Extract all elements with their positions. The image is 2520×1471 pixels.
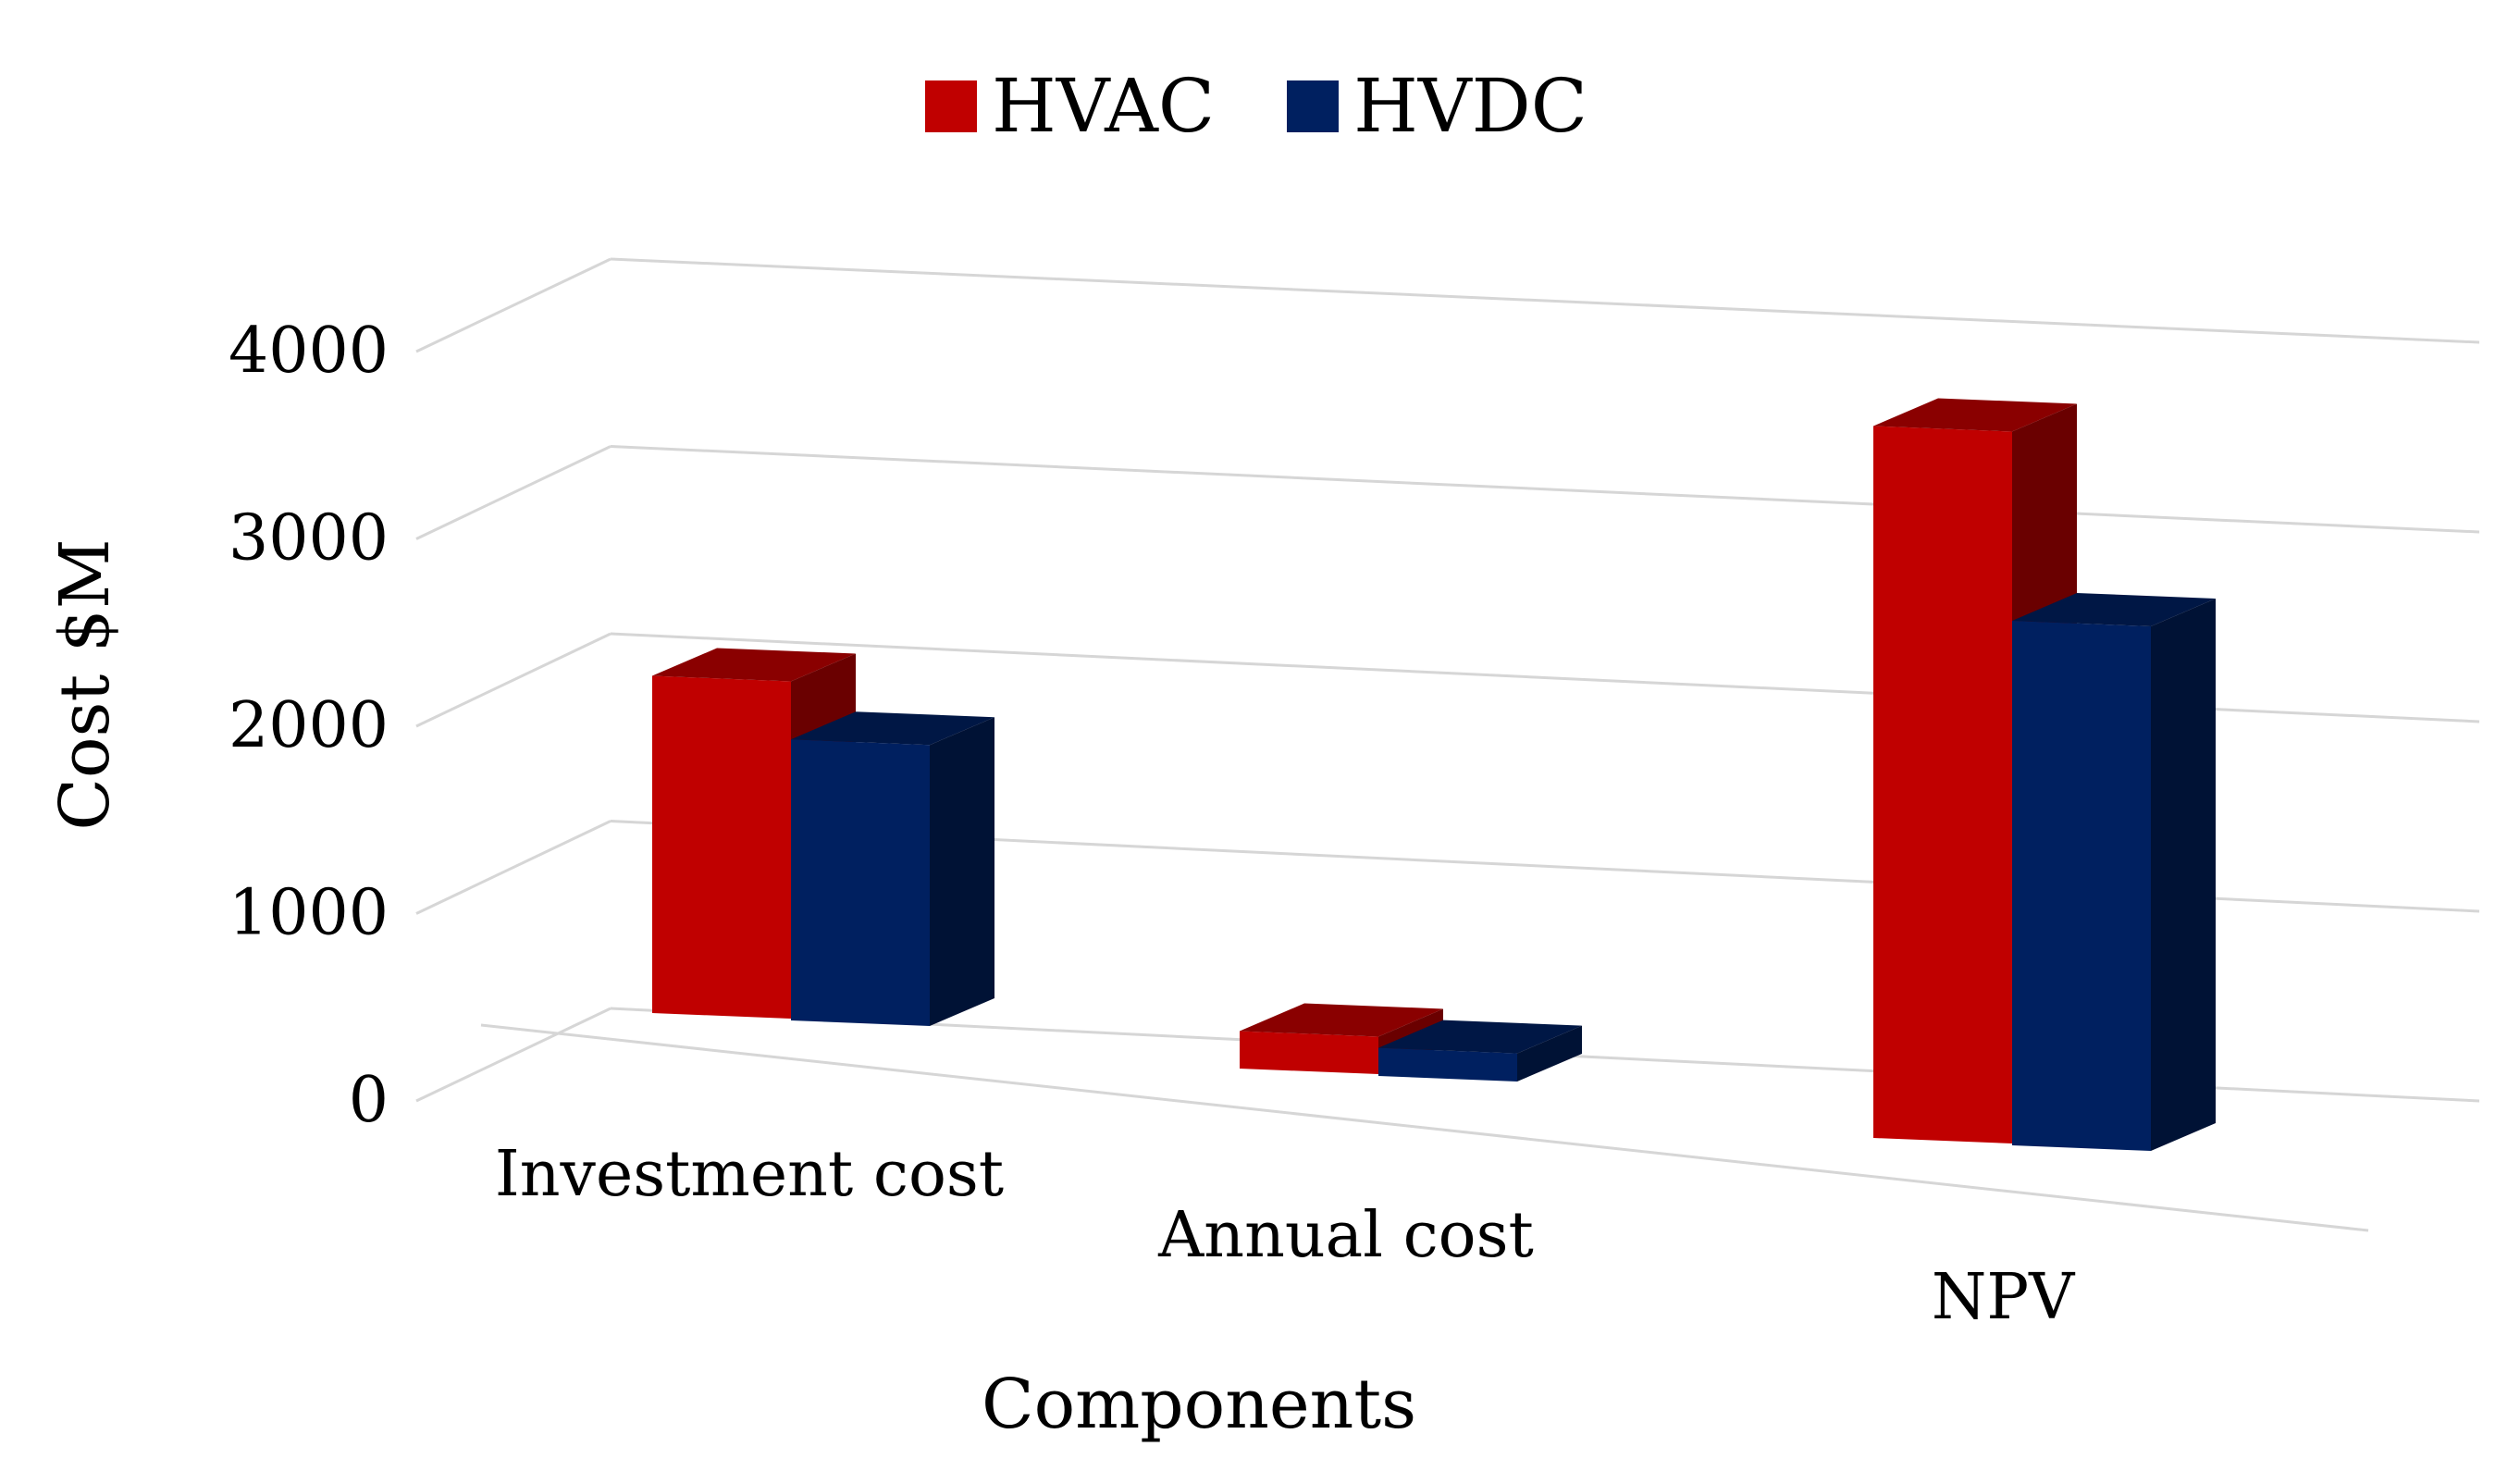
- y-tick-label: 3000: [229, 502, 389, 575]
- gridline-side: [415, 257, 611, 353]
- gridline-back: [610, 445, 2480, 534]
- x-category-label: NPV: [1932, 1261, 2076, 1334]
- legend-item-hvdc: HVDC: [1287, 63, 1587, 149]
- legend-label-hvdc: HVDC: [1353, 63, 1587, 149]
- y-tick-label: 1000: [229, 877, 389, 950]
- legend-label-hvac: HVAC: [992, 63, 1216, 149]
- gridline-side: [415, 820, 611, 915]
- bars: [652, 398, 2216, 1151]
- gridline-side: [415, 632, 611, 728]
- floor-front-edge: [480, 1023, 2369, 1232]
- gridline-side: [415, 445, 611, 540]
- legend-swatch-hvac: [925, 80, 977, 132]
- y-tick-label: 4000: [229, 315, 389, 388]
- bar-hvac-1: [1240, 1003, 1443, 1074]
- x-category-label: Investment cost: [495, 1138, 1004, 1211]
- legend-swatch-hvdc: [1287, 80, 1340, 132]
- bar-hvdc-1: [1378, 1020, 1582, 1082]
- gridline-back: [610, 257, 2480, 344]
- y-tick-label: 0: [349, 1064, 389, 1137]
- x-axis-title: Components: [981, 1365, 1417, 1444]
- y-axis-title: Cost $M: [45, 538, 125, 831]
- bar-hvdc-0: [791, 711, 994, 1026]
- legend: HVAC HVDC: [925, 63, 1660, 149]
- legend-item-hvac: HVAC: [925, 63, 1215, 149]
- y-axis-ticks: 0 1000 2000 3000 4000: [229, 315, 389, 1137]
- x-category-label: Annual cost: [1157, 1199, 1534, 1272]
- bar-hvdc-2: [2012, 593, 2216, 1151]
- x-axis-categories: Investment cost Annual cost NPV: [495, 1138, 2076, 1334]
- y-tick-label: 2000: [229, 689, 389, 762]
- gridline-side: [415, 1007, 611, 1103]
